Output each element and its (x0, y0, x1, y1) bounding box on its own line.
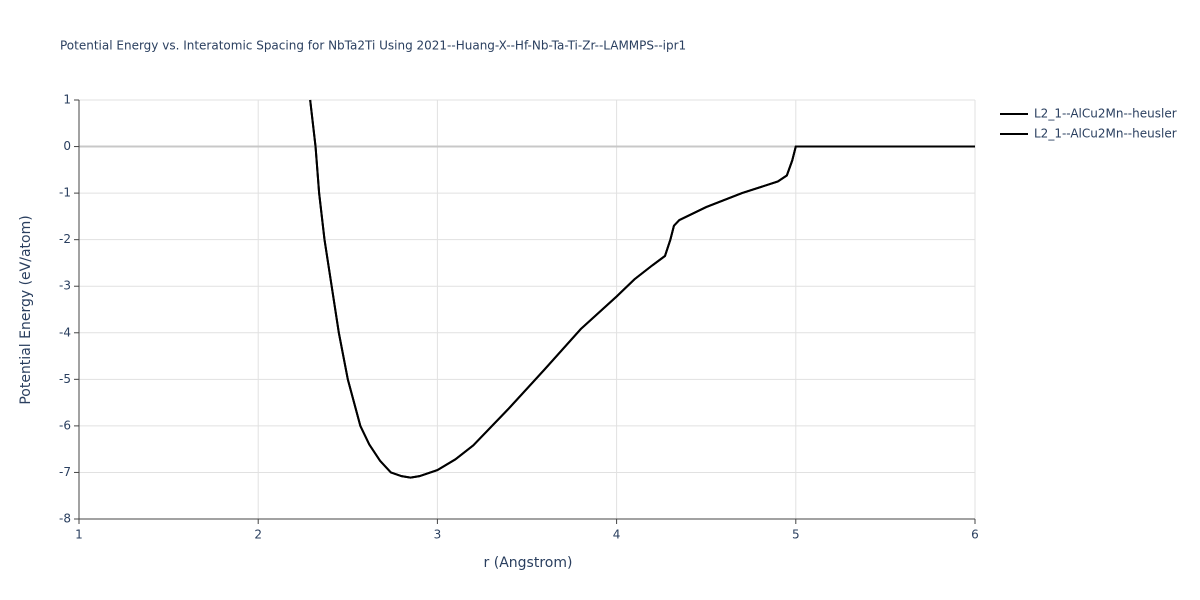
y-tick-label: -2 (59, 232, 71, 246)
chart-title: Potential Energy vs. Interatomic Spacing… (60, 39, 686, 53)
legend-label: L2_1--AlCu2Mn--heusler (1034, 107, 1177, 121)
y-tick-label: 0 (63, 139, 71, 153)
x-tick-label: 2 (254, 528, 262, 542)
x-tick-label: 3 (434, 528, 442, 542)
x-tick-label: 1 (75, 528, 83, 542)
y-tick-label: -4 (59, 325, 71, 339)
line-series (309, 99, 975, 479)
y-axis-title: Potential Energy (eV/atom) (18, 215, 34, 404)
y-tick-label: -3 (59, 279, 71, 293)
x-tick-label: 4 (613, 528, 621, 542)
y-tick-label: 1 (63, 93, 71, 107)
y-tick-label: -8 (59, 512, 71, 526)
y-tick-label: -6 (59, 418, 71, 432)
x-axis-title: r (Angstrom) (484, 555, 573, 571)
x-tick-label: 6 (971, 528, 979, 542)
y-tick-label: -1 (59, 186, 71, 200)
y-tick-label: -7 (59, 465, 71, 479)
x-tick-label: 5 (792, 528, 800, 542)
legend-label: L2_1--AlCu2Mn--heusler (1034, 127, 1177, 141)
line-series (309, 99, 975, 479)
y-tick-label: -5 (59, 372, 71, 386)
